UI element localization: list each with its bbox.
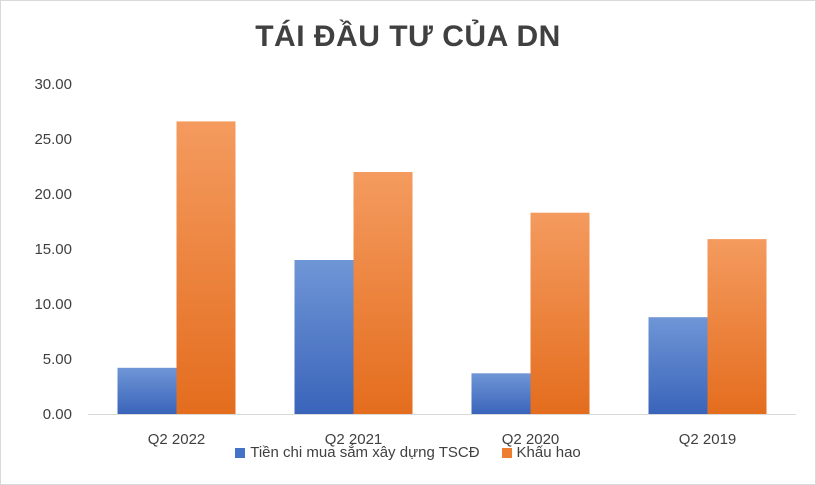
legend-swatch-blue — [235, 447, 246, 458]
x-category-label: Q2 2020 — [502, 431, 560, 448]
y-tick-label: 0.00 — [43, 406, 72, 423]
bar-orange-q2-2020 — [530, 212, 590, 414]
chart-title: TÁI ĐẦU TƯ CỦA DN — [255, 20, 561, 53]
y-tick-label: 5.00 — [43, 351, 72, 368]
y-tick-label: 30.00 — [34, 76, 72, 93]
y-tick-label: 15.00 — [34, 241, 72, 258]
bar-blue-q2-2020 — [471, 373, 531, 414]
bar-blue-q2-2022 — [117, 367, 177, 414]
legend: Tiền chi mua sắm xây dựng TSCĐ Khấu hao — [0, 444, 816, 461]
legend-item-series-1: Tiền chi mua sắm xây dựng TSCĐ — [235, 444, 480, 461]
bar-blue-q2-2019 — [648, 317, 708, 414]
legend-item-series-2: Khấu hao — [501, 444, 581, 461]
y-tick-label: 25.00 — [34, 131, 72, 148]
y-tick-label: 10.00 — [34, 296, 72, 313]
bar-orange-q2-2021 — [353, 172, 413, 414]
legend-swatch-orange — [501, 447, 512, 458]
x-category-label: Q2 2019 — [679, 431, 737, 448]
x-category-label: Q2 2021 — [325, 431, 383, 448]
legend-label-series-1: Tiền chi mua sắm xây dựng TSCĐ — [250, 444, 480, 461]
y-tick-label: 20.00 — [34, 186, 72, 203]
bar-orange-q2-2019 — [707, 239, 767, 414]
x-category-label: Q2 2022 — [148, 431, 206, 448]
bar-blue-q2-2021 — [294, 260, 354, 414]
bar-orange-q2-2022 — [176, 121, 236, 415]
legend-label-series-2: Khấu hao — [516, 444, 581, 461]
